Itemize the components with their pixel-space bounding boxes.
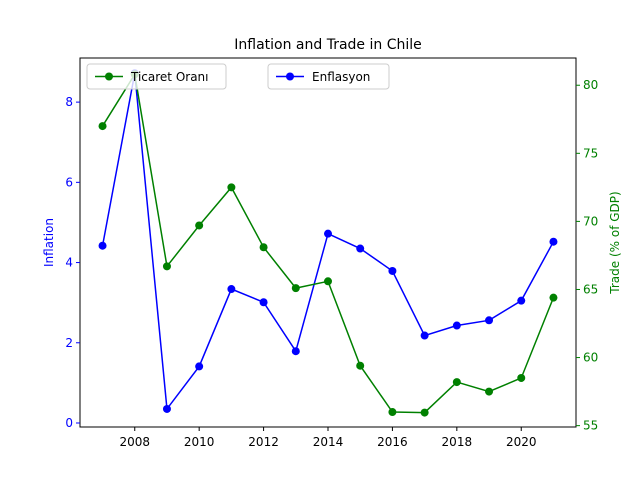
data-point-0-10	[420, 331, 429, 340]
y-left-tick-label-8: 8	[65, 95, 73, 109]
y-left-tick-label-0: 0	[65, 416, 73, 430]
legend-swatch-marker-0	[105, 72, 113, 81]
data-point-1-6	[291, 284, 300, 293]
data-point-1-7	[324, 277, 332, 286]
data-point-0-13	[517, 296, 526, 305]
x-tick-label-2008: 2008	[119, 435, 150, 449]
legend-swatch-marker-1	[286, 72, 294, 81]
y-right-tick-label-75: 75	[583, 146, 598, 160]
data-point-1-3	[195, 221, 204, 230]
x-tick-label-2012: 2012	[248, 435, 279, 449]
data-point-0-14	[549, 237, 558, 246]
data-point-1-10	[420, 408, 429, 417]
data-point-0-7	[324, 229, 332, 238]
data-point-0-12	[485, 316, 494, 325]
data-point-1-0	[98, 122, 107, 131]
data-point-1-5	[259, 243, 268, 252]
y-left-tick-label-4: 4	[65, 256, 73, 270]
data-point-1-11	[452, 378, 461, 387]
legend-box-0	[86, 63, 227, 90]
y-right-tick-label-60: 60	[583, 351, 598, 365]
y-right-tick-label-65: 65	[583, 282, 598, 296]
legend-label-1: Enflasyon	[312, 70, 370, 84]
data-point-0-9	[388, 266, 397, 275]
data-point-1-9	[388, 408, 397, 417]
x-tick-label-2010: 2010	[184, 435, 215, 449]
y-right-tick-label-55: 55	[583, 419, 598, 433]
data-point-0-4	[227, 285, 236, 294]
x-tick-label-2018: 2018	[442, 435, 473, 449]
y-left-axis-title: Inflation	[42, 218, 56, 267]
legend-label-0: Ticaret Oranı	[130, 70, 209, 84]
data-point-1-2	[162, 262, 171, 271]
y-right-tick-label-80: 80	[583, 78, 598, 92]
x-tick-label-2016: 2016	[377, 435, 408, 449]
data-point-1-4	[227, 183, 236, 192]
data-point-0-6	[291, 347, 300, 356]
data-point-1-12	[485, 387, 494, 396]
data-point-0-8	[356, 244, 365, 253]
y-left-tick-label-2: 2	[65, 336, 73, 350]
x-tick-label-2014: 2014	[313, 435, 344, 449]
x-tick-label-2020: 2020	[506, 435, 537, 449]
y-left-tick-label-6: 6	[65, 175, 73, 189]
y-right-axis-title: Trade (% of GDP)	[608, 191, 622, 294]
data-point-0-5	[259, 298, 268, 307]
data-point-0-3	[195, 362, 204, 371]
data-point-1-14	[549, 293, 558, 302]
plot-area: 2008 2010 2012 2014 2016 2018 2020 0 2 4 6 8 55 60 65 7…	[42, 57, 622, 449]
legend-box-1	[267, 63, 390, 90]
data-point-0-0	[98, 241, 107, 250]
y-right-tick-label-70: 70	[583, 214, 598, 228]
data-point-0-11	[452, 321, 461, 330]
data-point-1-8	[356, 361, 365, 370]
data-point-0-2	[162, 404, 171, 413]
chart-title: Inflation and Trade in Chile	[234, 37, 422, 53]
data-point-1-13	[517, 373, 526, 382]
